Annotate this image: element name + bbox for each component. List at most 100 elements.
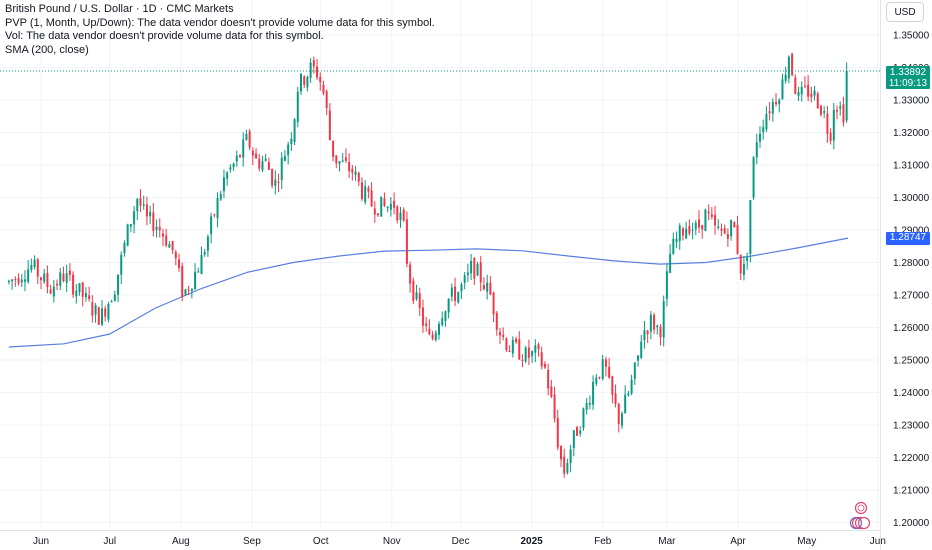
candle-body — [418, 293, 421, 308]
candle-body — [136, 199, 139, 212]
indicator-sma[interactable]: SMA (200, close) — [5, 43, 89, 56]
candle-body — [20, 279, 23, 283]
sma-line — [8, 237, 849, 348]
candle-body — [348, 162, 351, 172]
candle-body — [399, 212, 402, 221]
price-tick-label: 1.26000 — [893, 323, 930, 334]
candle-body — [152, 212, 155, 231]
candle-body — [113, 294, 116, 301]
indicator-pvp[interactable]: PVP (1, Month, Up/Down): The data vendor… — [5, 16, 435, 29]
candle-body — [755, 142, 758, 158]
candle-body — [845, 71, 848, 121]
candle-body — [714, 214, 717, 226]
candle-body — [473, 257, 476, 279]
candle-body — [807, 84, 810, 97]
candle-body — [556, 417, 559, 448]
candle-body — [646, 330, 649, 334]
candle-body — [604, 359, 607, 367]
candle-body — [547, 369, 550, 389]
candle-body — [428, 328, 431, 335]
candle-body — [396, 206, 399, 221]
candle-body — [441, 318, 444, 325]
candle-body — [312, 60, 315, 67]
candle-body — [701, 225, 704, 230]
candle-body — [409, 264, 412, 284]
candle-body — [72, 274, 75, 295]
candle-body — [653, 314, 656, 330]
sma-price-label: 1.28747 — [886, 231, 930, 245]
candle-body — [280, 157, 283, 181]
indicator-vol[interactable]: Vol: The data vendor doesn't provide vol… — [5, 30, 324, 42]
candle-body — [213, 214, 216, 216]
candle-body — [383, 198, 386, 206]
candle-body — [630, 379, 633, 394]
price-tick-label: 1.20000 — [893, 518, 930, 529]
candle-body — [373, 208, 376, 215]
candle-body — [23, 279, 26, 282]
candle-body — [107, 303, 110, 320]
candle-body — [643, 330, 646, 341]
candle-body — [190, 288, 193, 292]
candle-body — [675, 238, 678, 243]
candle-body — [624, 394, 627, 414]
candle-body — [206, 236, 209, 251]
candle-body — [836, 110, 839, 112]
candle-body — [364, 186, 367, 203]
candle-body — [598, 376, 601, 378]
candle-body — [813, 90, 816, 96]
candle-body — [133, 211, 136, 225]
candle-body — [762, 127, 765, 133]
candle-body — [678, 225, 681, 241]
candle-body — [319, 76, 322, 83]
candle-body — [255, 153, 258, 159]
candle-body — [637, 355, 640, 361]
candle-body — [447, 298, 450, 313]
candle-body — [277, 181, 280, 183]
candle-body — [505, 338, 508, 351]
candle-body — [787, 56, 790, 79]
candle-body — [56, 283, 59, 286]
price-tick-label: 1.35000 — [893, 31, 930, 42]
candle-body — [463, 275, 466, 283]
candle-body — [672, 238, 675, 255]
candle-body — [226, 172, 229, 179]
candle-body — [592, 381, 595, 405]
candle-body — [59, 272, 62, 286]
candle-body — [239, 154, 242, 157]
candle-body — [377, 213, 380, 216]
candle-body — [608, 366, 611, 378]
candle-body — [7, 280, 10, 283]
candle-body — [117, 274, 120, 295]
candle-body — [585, 403, 588, 410]
candle-body — [726, 233, 729, 239]
time-tick-label: May — [797, 536, 816, 547]
candle-body — [563, 456, 566, 474]
candle-body — [178, 259, 181, 269]
candle-body — [261, 161, 264, 171]
candle-body — [524, 347, 527, 362]
candle-body — [803, 85, 806, 87]
currency-button[interactable]: USD — [886, 2, 924, 22]
candle-body — [161, 233, 164, 237]
candle-body — [142, 204, 145, 206]
candle-body — [219, 193, 222, 200]
candle-body — [559, 446, 562, 460]
candle-body — [768, 111, 771, 114]
candle-body — [527, 347, 530, 358]
candle-body — [572, 430, 575, 448]
candle-body — [704, 209, 707, 232]
candle-body — [104, 308, 107, 317]
candle-body — [341, 160, 344, 162]
candle-body — [627, 393, 630, 396]
candle-body — [511, 339, 514, 354]
candle-body — [537, 344, 540, 350]
candle-body — [344, 157, 347, 161]
candle-body — [707, 211, 710, 214]
candle-body — [194, 271, 197, 290]
candle-body — [752, 157, 755, 198]
candle-body — [819, 105, 822, 115]
candle-body — [78, 283, 81, 293]
time-tick-label: Jul — [103, 536, 116, 547]
candle-body — [588, 402, 591, 405]
